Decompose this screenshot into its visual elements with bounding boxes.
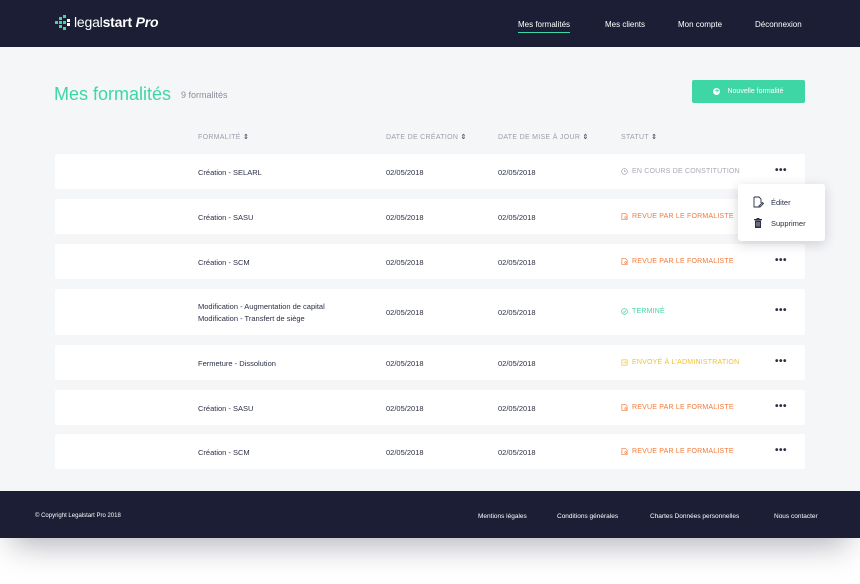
creation-date: 02/05/2018 — [386, 404, 424, 413]
status-badge: REVUE PAR LE FORMALISTE — [621, 404, 734, 411]
creation-date: 02/05/2018 — [386, 359, 424, 368]
update-date: 02/05/2018 — [498, 258, 536, 267]
copyright-text: © Copyright Legalstart Pro 2018 — [35, 513, 121, 519]
table-row[interactable]: Création - SCM 02/05/2018 02/05/2018 REV… — [55, 434, 805, 469]
column-header-date-creation[interactable]: DATE DE CRÉATION ⇕ — [386, 134, 467, 141]
table-row[interactable]: Modification - Augmentation de capital M… — [55, 289, 805, 335]
more-options-button[interactable]: ••• — [775, 165, 788, 176]
formality-name-secondary: Modification - Transfert de siège — [198, 314, 305, 323]
table-row[interactable]: Fermeture - Dissolution 02/05/2018 02/05… — [55, 345, 805, 380]
logo-icon — [55, 15, 70, 30]
footer-link-conditions-generales[interactable]: Conditions générales — [557, 513, 619, 520]
creation-date: 02/05/2018 — [386, 448, 424, 457]
status-badge: REVUE PAR LE FORMALISTE — [621, 448, 734, 455]
clock-icon — [621, 168, 628, 175]
footer-link-mentions-legales[interactable]: Mentions légales — [478, 513, 527, 520]
status-badge: EN COURS DE CONSTITUTION — [621, 168, 740, 175]
new-formality-button[interactable]: + Nouvelle formalité — [692, 80, 805, 103]
logo-text: legalstart Pro — [74, 14, 159, 30]
review-document-icon — [621, 404, 628, 411]
column-header-statut[interactable]: STATUT ⇕ — [621, 134, 658, 141]
footer-link-chartes-donnees[interactable]: Chartes Données personnelles — [650, 513, 740, 520]
edit-label: Éditer — [771, 197, 791, 207]
nav-mes-clients[interactable]: Mes clients — [605, 20, 646, 29]
more-options-button[interactable]: ••• — [775, 305, 788, 316]
check-circle-icon — [621, 308, 628, 315]
formality-name: Fermeture - Dissolution — [198, 359, 276, 368]
update-date: 02/05/2018 — [498, 448, 536, 457]
column-header-date-mise-a-jour[interactable]: DATE DE MISE À JOUR ⇕ — [498, 134, 589, 141]
sort-icon: ⇕ — [243, 134, 250, 141]
trash-icon — [754, 218, 762, 228]
update-date: 02/05/2018 — [498, 168, 536, 177]
table-row[interactable]: Création - SASU 02/05/2018 02/05/2018 RE… — [55, 390, 805, 425]
formality-name: Modification - Augmentation de capital — [198, 302, 325, 311]
sort-icon: ⇕ — [651, 134, 658, 141]
new-formality-label: Nouvelle formalité — [727, 88, 784, 95]
more-options-button[interactable]: ••• — [775, 445, 788, 456]
update-date: 02/05/2018 — [498, 308, 536, 317]
update-date: 02/05/2018 — [498, 359, 536, 368]
column-header-formalite[interactable]: FORMALITÉ ⇕ — [198, 134, 250, 141]
formality-name: Création - SCM — [198, 258, 250, 267]
footer-link-nous-contacter[interactable]: Nous contacter — [774, 513, 818, 520]
formality-name: Création - SELARL — [198, 168, 262, 177]
nav-deconnexion[interactable]: Déconnexion — [755, 20, 802, 29]
creation-date: 02/05/2018 — [386, 213, 424, 222]
update-date: 02/05/2018 — [498, 404, 536, 413]
more-options-button[interactable]: ••• — [775, 356, 788, 367]
formality-name: Création - SCM — [198, 448, 250, 457]
table-row[interactable]: Création - SELARL 02/05/2018 02/05/2018 … — [55, 154, 805, 189]
review-document-icon — [621, 448, 628, 455]
creation-date: 02/05/2018 — [386, 168, 424, 177]
status-badge: REVUE PAR LE FORMALISTE — [621, 213, 734, 220]
edit-menu-item[interactable]: Éditer — [752, 196, 791, 208]
status-badge: TERMINÉ — [621, 308, 665, 315]
delete-menu-item[interactable]: Supprimer — [752, 217, 806, 229]
review-document-icon — [621, 213, 628, 220]
logo[interactable]: legalstart Pro — [55, 14, 159, 30]
row-actions-menu: Éditer Supprimer — [738, 184, 825, 241]
page-title: Mes formalités — [54, 84, 172, 104]
formality-name: Création - SASU — [198, 404, 254, 413]
more-options-button[interactable]: ••• — [775, 255, 788, 266]
sort-icon: ⇕ — [460, 134, 467, 141]
top-navbar: legalstart Pro Mes formalités Mes client… — [0, 0, 860, 47]
edit-icon — [753, 196, 764, 208]
update-date: 02/05/2018 — [498, 213, 536, 222]
formality-name: Création - SASU — [198, 213, 254, 222]
app-frame: legalstart Pro Mes formalités Mes client… — [0, 0, 860, 538]
plus-icon: + — [713, 88, 721, 95]
nav-mon-compte[interactable]: Mon compte — [678, 20, 723, 29]
nav-mes-formalites[interactable]: Mes formalités — [518, 20, 571, 33]
creation-date: 02/05/2018 — [386, 308, 424, 317]
status-badge: ENVOYÉ À L'ADMINISTRATION — [621, 359, 739, 366]
footer: © Copyright Legalstart Pro 2018 Mentions… — [0, 491, 860, 538]
table-row[interactable]: Création - SASU 02/05/2018 02/05/2018 RE… — [55, 199, 805, 234]
formalities-count: 9 formalités — [181, 90, 228, 100]
creation-date: 02/05/2018 — [386, 258, 424, 267]
status-badge: REVUE PAR LE FORMALISTE — [621, 258, 734, 265]
delete-label: Supprimer — [771, 218, 806, 228]
more-options-button[interactable]: ••• — [775, 401, 788, 412]
sort-icon: ⇕ — [582, 134, 589, 141]
review-document-icon — [621, 258, 628, 265]
table-row[interactable]: Création - SCM 02/05/2018 02/05/2018 REV… — [55, 244, 805, 279]
send-document-icon — [621, 359, 628, 366]
